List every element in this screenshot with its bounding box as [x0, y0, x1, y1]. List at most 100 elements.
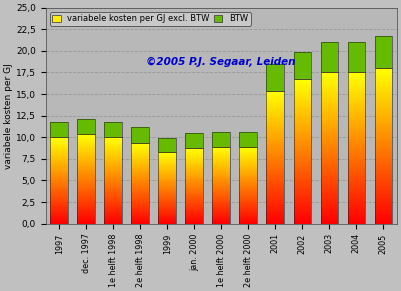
- Bar: [348, 131, 365, 133]
- Bar: [77, 172, 95, 173]
- Bar: [294, 121, 311, 123]
- Bar: [213, 204, 230, 205]
- Bar: [267, 119, 284, 120]
- Bar: [375, 78, 392, 80]
- Bar: [239, 168, 257, 169]
- Bar: [104, 163, 122, 164]
- Bar: [158, 201, 176, 202]
- Bar: [132, 127, 149, 143]
- Bar: [185, 174, 203, 175]
- Bar: [104, 151, 122, 152]
- Bar: [104, 186, 122, 187]
- Bar: [320, 214, 338, 216]
- Bar: [294, 173, 311, 175]
- Bar: [375, 157, 392, 159]
- Bar: [267, 187, 284, 189]
- Bar: [51, 163, 68, 164]
- Bar: [348, 123, 365, 125]
- Bar: [158, 199, 176, 200]
- Bar: [132, 161, 149, 162]
- Bar: [348, 135, 365, 137]
- Bar: [348, 72, 365, 74]
- Bar: [132, 174, 149, 175]
- Bar: [77, 178, 95, 179]
- Bar: [132, 211, 149, 212]
- Bar: [375, 154, 392, 156]
- Bar: [104, 144, 122, 145]
- Bar: [185, 185, 203, 186]
- Bar: [375, 196, 392, 198]
- Bar: [185, 198, 203, 199]
- Bar: [239, 150, 257, 152]
- Bar: [320, 157, 338, 159]
- Bar: [267, 207, 284, 209]
- Bar: [132, 180, 149, 181]
- Bar: [104, 167, 122, 168]
- Bar: [213, 159, 230, 160]
- Bar: [294, 198, 311, 200]
- Bar: [185, 162, 203, 163]
- Bar: [267, 160, 284, 162]
- Bar: [348, 205, 365, 207]
- Bar: [77, 189, 95, 190]
- Bar: [267, 189, 284, 190]
- Bar: [132, 149, 149, 150]
- Bar: [348, 110, 365, 112]
- Bar: [375, 210, 392, 212]
- Bar: [294, 191, 311, 193]
- Bar: [348, 72, 365, 223]
- Bar: [77, 154, 95, 155]
- Bar: [239, 175, 257, 177]
- Bar: [132, 152, 149, 153]
- Bar: [132, 214, 149, 216]
- Bar: [239, 209, 257, 210]
- Bar: [213, 156, 230, 157]
- Bar: [375, 140, 392, 142]
- Bar: [213, 201, 230, 203]
- Bar: [213, 193, 230, 194]
- Text: ©2005 P.J. Segaar, Leiden: ©2005 P.J. Segaar, Leiden: [146, 57, 296, 67]
- Bar: [267, 101, 284, 102]
- Bar: [77, 187, 95, 188]
- Bar: [294, 92, 311, 94]
- Bar: [51, 137, 68, 138]
- Bar: [51, 166, 68, 167]
- Bar: [51, 173, 68, 174]
- Bar: [51, 180, 68, 182]
- Bar: [77, 198, 95, 199]
- Bar: [375, 175, 392, 177]
- Bar: [104, 178, 122, 179]
- Bar: [158, 175, 176, 176]
- Bar: [185, 219, 203, 220]
- Bar: [132, 212, 149, 214]
- Bar: [294, 116, 311, 117]
- Bar: [375, 132, 392, 134]
- Bar: [185, 163, 203, 164]
- Bar: [267, 180, 284, 182]
- Bar: [51, 197, 68, 198]
- Bar: [158, 138, 176, 152]
- Bar: [239, 171, 257, 172]
- Bar: [132, 145, 149, 146]
- Bar: [213, 211, 230, 212]
- Bar: [104, 190, 122, 191]
- Bar: [320, 114, 338, 116]
- Bar: [267, 155, 284, 157]
- Bar: [77, 194, 95, 196]
- Bar: [267, 154, 284, 155]
- Bar: [267, 220, 284, 222]
- Bar: [294, 195, 311, 196]
- Bar: [348, 137, 365, 139]
- Bar: [104, 141, 122, 143]
- Bar: [158, 174, 176, 175]
- Bar: [132, 153, 149, 154]
- Bar: [132, 207, 149, 209]
- Bar: [213, 178, 230, 180]
- Bar: [158, 138, 176, 152]
- Bar: [375, 218, 392, 220]
- Bar: [375, 128, 392, 130]
- Bar: [104, 156, 122, 157]
- Bar: [213, 213, 230, 214]
- Bar: [239, 220, 257, 221]
- Bar: [104, 196, 122, 197]
